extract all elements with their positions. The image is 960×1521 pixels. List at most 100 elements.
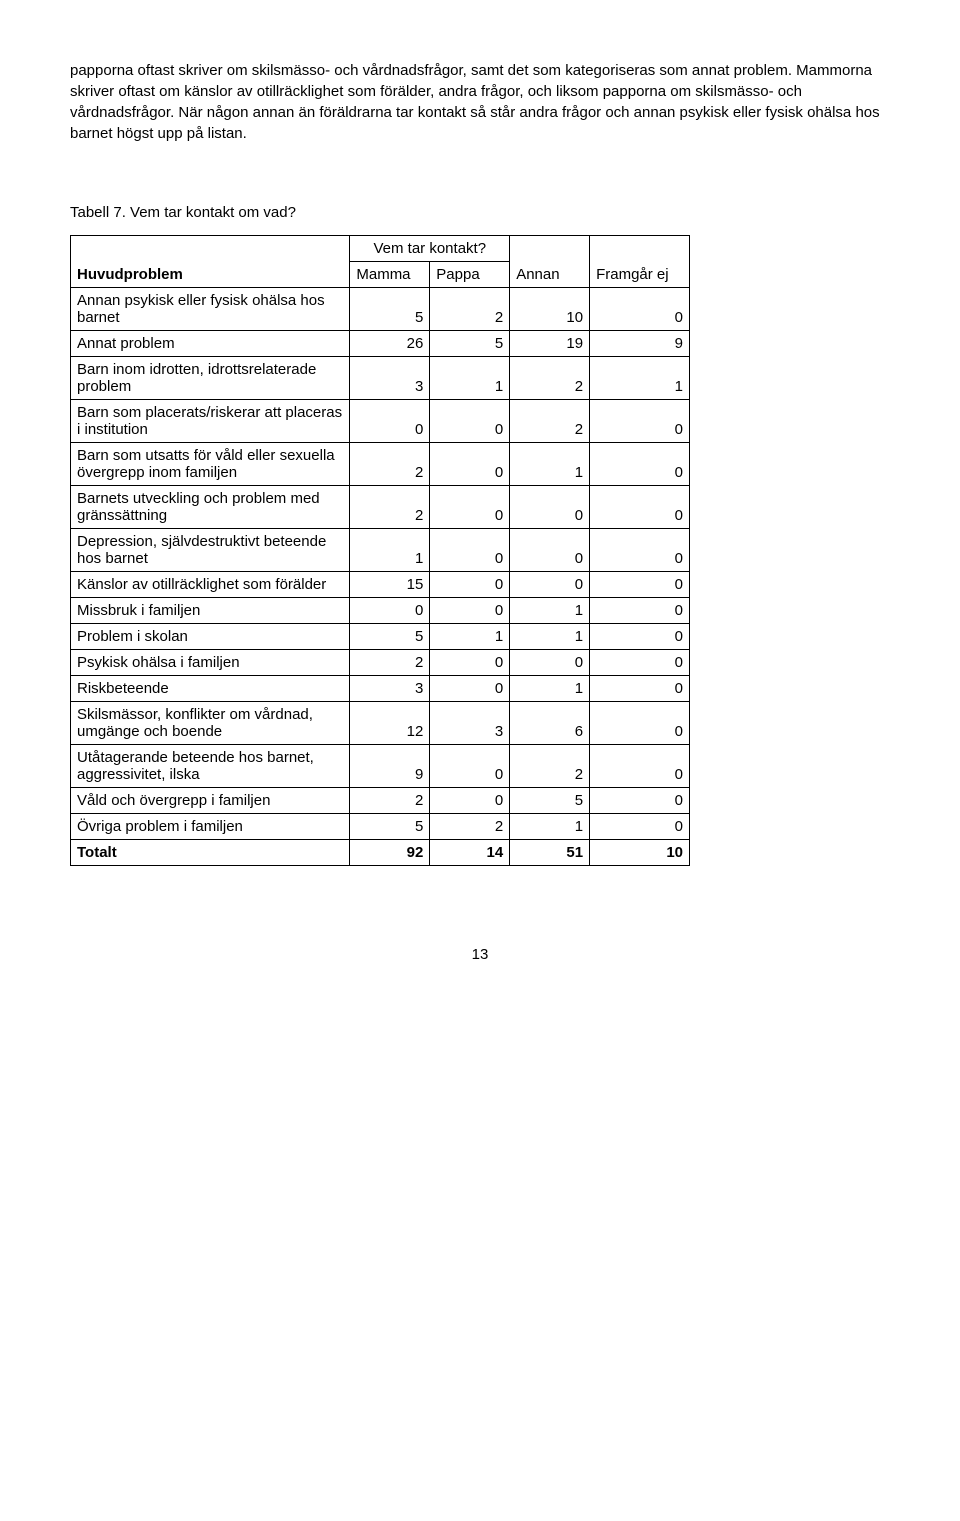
cell-value: 2 <box>350 486 430 529</box>
table-total-row: Totalt92145110 <box>71 840 690 866</box>
row-header-label: Huvudproblem <box>71 236 350 288</box>
cell-value: 0 <box>430 598 510 624</box>
cell-value: 0 <box>590 814 690 840</box>
table-row: Utåtagerande beteende hos barnet, aggres… <box>71 745 690 788</box>
row-label: Riskbeteende <box>71 676 350 702</box>
row-label: Missbruk i familjen <box>71 598 350 624</box>
cell-value: 1 <box>590 357 690 400</box>
row-label: Barn som placerats/riskerar att placeras… <box>71 400 350 443</box>
cell-value: 0 <box>590 650 690 676</box>
cell-value: 0 <box>590 288 690 331</box>
cell-value: 0 <box>590 745 690 788</box>
cell-value: 0 <box>430 788 510 814</box>
row-label: Problem i skolan <box>71 624 350 650</box>
cell-value: 2 <box>430 288 510 331</box>
cell-value: 1 <box>430 624 510 650</box>
cell-value: 0 <box>510 529 590 572</box>
cell-value: 0 <box>350 598 430 624</box>
total-label: Totalt <box>71 840 350 866</box>
cell-value: 2 <box>350 788 430 814</box>
table-caption: Tabell 7. Vem tar kontakt om vad? <box>70 204 890 221</box>
cell-value: 0 <box>430 676 510 702</box>
table-row: Missbruk i familjen0010 <box>71 598 690 624</box>
row-label: Barn inom idrotten, idrottsrelaterade pr… <box>71 357 350 400</box>
cell-value: 1 <box>510 624 590 650</box>
cell-value: 0 <box>590 572 690 598</box>
cell-value: 0 <box>510 486 590 529</box>
cell-value: 2 <box>510 745 590 788</box>
cell-value: 0 <box>590 529 690 572</box>
cell-value: 1 <box>430 357 510 400</box>
table-row: Riskbeteende3010 <box>71 676 690 702</box>
row-label: Barn som utsatts för våld eller sexuella… <box>71 443 350 486</box>
cell-value: 0 <box>430 650 510 676</box>
cell-value: 2 <box>510 400 590 443</box>
table-row: Problem i skolan5110 <box>71 624 690 650</box>
cell-value: 0 <box>590 624 690 650</box>
cell-value: 0 <box>430 572 510 598</box>
group-header: Vem tar kontakt? <box>350 236 510 262</box>
cell-value: 2 <box>350 650 430 676</box>
cell-value: 26 <box>350 331 430 357</box>
cell-value: 0 <box>590 598 690 624</box>
cell-value: 0 <box>590 702 690 745</box>
cell-value: 0 <box>430 443 510 486</box>
row-label: Skilsmässor, konflikter om vårdnad, umgä… <box>71 702 350 745</box>
cell-value: 5 <box>350 814 430 840</box>
row-label: Depression, självdestruktivt beteende ho… <box>71 529 350 572</box>
cell-value: 2 <box>510 357 590 400</box>
row-label: Annan psykisk eller fysisk ohälsa hos ba… <box>71 288 350 331</box>
cell-value: 12 <box>350 702 430 745</box>
cell-value: 5 <box>430 331 510 357</box>
row-label: Våld och övergrepp i familjen <box>71 788 350 814</box>
table-row: Barn inom idrotten, idrottsrelaterade pr… <box>71 357 690 400</box>
cell-value: 0 <box>430 400 510 443</box>
cell-value: 1 <box>350 529 430 572</box>
cell-value: 6 <box>510 702 590 745</box>
table-row: Känslor av otillräcklighet som förälder1… <box>71 572 690 598</box>
total-value: 10 <box>590 840 690 866</box>
table-row: Barnets utveckling och problem med gräns… <box>71 486 690 529</box>
cell-value: 19 <box>510 331 590 357</box>
cell-value: 5 <box>510 788 590 814</box>
cell-value: 0 <box>350 400 430 443</box>
table-row: Annat problem265199 <box>71 331 690 357</box>
col-header-mamma: Mamma <box>350 262 430 288</box>
row-label: Annat problem <box>71 331 350 357</box>
cell-value: 0 <box>590 400 690 443</box>
col-header-framgarej: Framgår ej <box>590 236 690 288</box>
table-row: Skilsmässor, konflikter om vårdnad, umgä… <box>71 702 690 745</box>
cell-value: 9 <box>350 745 430 788</box>
cell-value: 1 <box>510 598 590 624</box>
table-row: Barn som utsatts för våld eller sexuella… <box>71 443 690 486</box>
cell-value: 0 <box>590 486 690 529</box>
col-header-pappa: Pappa <box>430 262 510 288</box>
cell-value: 0 <box>430 529 510 572</box>
body-paragraph: papporna oftast skriver om skilsmässo- o… <box>70 60 890 144</box>
cell-value: 0 <box>510 572 590 598</box>
cell-value: 0 <box>590 443 690 486</box>
cell-value: 0 <box>430 486 510 529</box>
cell-value: 1 <box>510 814 590 840</box>
cell-value: 0 <box>430 745 510 788</box>
row-label: Övriga problem i familjen <box>71 814 350 840</box>
cell-value: 0 <box>590 788 690 814</box>
table-row: Depression, självdestruktivt beteende ho… <box>71 529 690 572</box>
table-row: Annan psykisk eller fysisk ohälsa hos ba… <box>71 288 690 331</box>
row-label: Utåtagerande beteende hos barnet, aggres… <box>71 745 350 788</box>
cell-value: 5 <box>350 288 430 331</box>
cell-value: 5 <box>350 624 430 650</box>
total-value: 14 <box>430 840 510 866</box>
table-row: Övriga problem i familjen5210 <box>71 814 690 840</box>
row-label: Barnets utveckling och problem med gräns… <box>71 486 350 529</box>
contact-table: Huvudproblem Vem tar kontakt? Annan Fram… <box>70 235 690 866</box>
cell-value: 3 <box>430 702 510 745</box>
table-row: Våld och övergrepp i familjen2050 <box>71 788 690 814</box>
cell-value: 0 <box>590 676 690 702</box>
total-value: 92 <box>350 840 430 866</box>
cell-value: 3 <box>350 676 430 702</box>
cell-value: 9 <box>590 331 690 357</box>
cell-value: 0 <box>510 650 590 676</box>
page-number: 13 <box>70 946 890 963</box>
cell-value: 1 <box>510 676 590 702</box>
